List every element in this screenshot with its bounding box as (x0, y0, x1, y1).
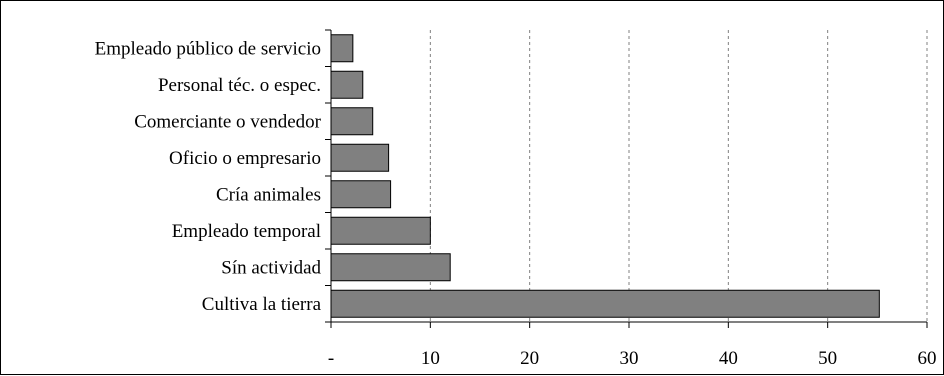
x-tick-label: 60 (918, 348, 937, 369)
x-tick-label: 40 (719, 348, 738, 369)
category-label: Cría animales (216, 184, 321, 205)
category-labels: Empleado público de servicio Personal téc… (95, 38, 322, 315)
x-tick-label: 50 (818, 348, 837, 369)
bar-8 (330, 289, 880, 318)
bar-6 (330, 216, 431, 245)
axes (325, 29, 928, 328)
x-tick-label: 20 (520, 348, 539, 369)
category-label: Empleado temporal (172, 221, 321, 242)
bar-1 (330, 34, 354, 63)
bars (330, 34, 880, 318)
bar-5 (330, 180, 392, 209)
x-tick-label: 30 (620, 348, 639, 369)
category-label: Empleado público de servicio (95, 38, 321, 59)
bar-4 (330, 143, 390, 172)
category-label: Cultiva la tierra (202, 294, 322, 315)
category-label: Comerciante o vendedor (134, 111, 321, 132)
bar-7 (330, 253, 451, 282)
bar-3 (330, 107, 374, 136)
x-tick-label: - (328, 348, 334, 369)
category-label: Oficio o empresario (169, 148, 321, 169)
tick-labels: - 10 20 30 40 50 60 (328, 348, 937, 369)
category-label: Sín actividad (221, 257, 321, 278)
category-label: Personal téc. o espec. (158, 75, 321, 96)
x-tick-label: 10 (421, 348, 440, 369)
gridlines (429, 30, 928, 322)
bar-2 (330, 70, 364, 99)
